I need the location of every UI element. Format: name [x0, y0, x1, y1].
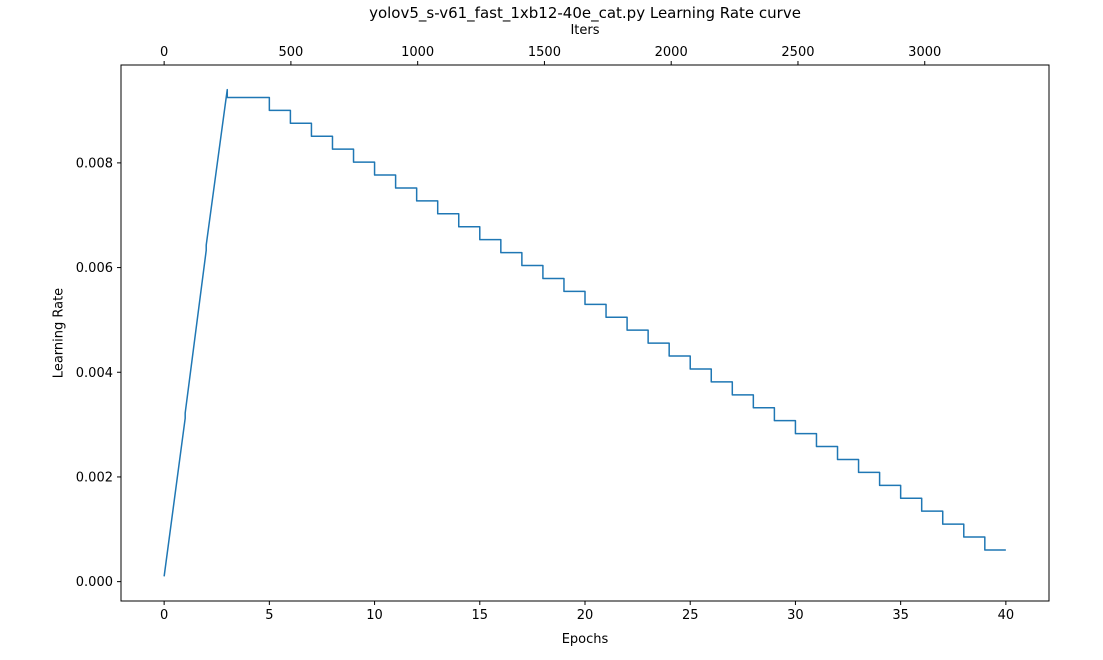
- x-tick-label: 25: [682, 608, 699, 623]
- x-tick-label: 15: [472, 608, 489, 623]
- axes-frame: [120, 64, 1050, 602]
- y-tick-label: 0.008: [76, 156, 113, 171]
- x-tick-label: 30: [787, 608, 804, 623]
- x-tick-label: 0: [160, 608, 168, 623]
- top-tick-label: 2500: [781, 45, 814, 60]
- x-tick-label: 10: [366, 608, 383, 623]
- top-tick-label: 2000: [655, 45, 688, 60]
- y-tick-label: 0.000: [76, 575, 113, 590]
- chart-title: yolov5_s-v61_fast_1xb12-40e_cat.py Learn…: [369, 4, 801, 22]
- x-tick-label: 20: [577, 608, 594, 623]
- top-tick-label: 1500: [528, 45, 561, 60]
- top-tick-label: 0: [160, 45, 168, 60]
- y-axis-label: Learning Rate: [51, 287, 67, 379]
- top-tick-label: 3000: [908, 45, 941, 60]
- y-tick-label: 0.004: [76, 366, 113, 381]
- lr-curve-line: [163, 88, 1006, 577]
- y-tick-label: 0.002: [76, 470, 113, 485]
- top-tick-label: 500: [278, 45, 303, 60]
- x-tick-label: 5: [265, 608, 273, 623]
- top-axis-label: Iters: [570, 23, 600, 38]
- x-tick-label: 40: [998, 608, 1015, 623]
- x-axis-label: Epochs: [561, 632, 609, 647]
- x-tick-label: 35: [892, 608, 909, 623]
- y-tick-label: 0.006: [76, 261, 113, 276]
- top-tick-label: 1000: [401, 45, 434, 60]
